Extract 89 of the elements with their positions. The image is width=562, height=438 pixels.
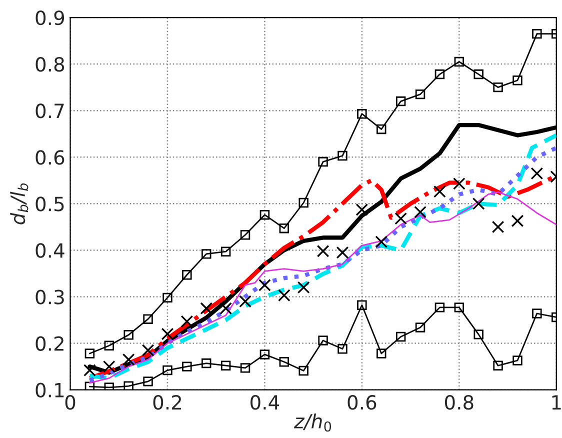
point (182, 362, 192, 372)
point (260, 350, 270, 360)
point (357, 108, 367, 119)
y-tick-label: 0.4 (36, 243, 64, 258)
point (415, 322, 426, 332)
point (124, 381, 134, 390)
point (258, 278, 271, 292)
y-tick-label: 0.8 (36, 57, 64, 72)
point (124, 330, 134, 340)
y-axis-title: d$_{b}$/l$_{b}$ (10, 183, 28, 224)
point (278, 289, 290, 302)
point (492, 220, 504, 234)
point (356, 204, 368, 216)
y-tick-label: 0.6 (36, 150, 64, 165)
point (102, 360, 116, 373)
point (220, 360, 231, 370)
point (396, 332, 406, 342)
point (316, 244, 330, 258)
point (414, 206, 426, 218)
point (143, 376, 153, 386)
point (415, 89, 426, 100)
point (162, 365, 172, 376)
y-tick-label: 0.9 (36, 10, 64, 26)
point (532, 28, 542, 39)
point (143, 314, 153, 324)
x-tick-label: 0.2 (153, 395, 181, 410)
point (511, 214, 524, 228)
point (512, 356, 522, 366)
x-tick-label: 1 (552, 395, 561, 410)
point (180, 315, 194, 328)
point (338, 150, 348, 161)
point (376, 348, 386, 358)
y-tick-label: 0.5 (36, 196, 64, 212)
x-tick-label: 0 (65, 395, 76, 410)
point (298, 366, 308, 376)
point (240, 363, 250, 373)
point (298, 198, 308, 208)
y-tick-label: 0.1 (36, 382, 64, 398)
x-axis-title: z/h$_{0}$ (294, 413, 332, 432)
point (336, 246, 349, 259)
point (279, 357, 290, 367)
point (220, 246, 231, 256)
point (200, 302, 213, 315)
x-tick-label: 0.8 (444, 395, 474, 410)
point (220, 302, 232, 315)
point (84, 382, 95, 390)
point (434, 302, 445, 312)
point (297, 281, 310, 294)
point (493, 82, 503, 92)
point (493, 360, 503, 370)
point (394, 212, 408, 225)
point (104, 382, 114, 390)
point (433, 185, 446, 198)
point (376, 124, 386, 134)
point (318, 336, 328, 346)
point (357, 300, 367, 310)
point (240, 230, 250, 240)
point (532, 308, 542, 318)
point (472, 197, 485, 210)
point (202, 358, 212, 368)
y-tick-label: 0.7 (36, 104, 64, 118)
point (396, 96, 406, 106)
point (104, 340, 114, 350)
point (434, 69, 445, 80)
y-tick-label: 0.3 (36, 290, 64, 304)
y-tick-label: 0.2 (36, 336, 64, 351)
point (375, 236, 388, 248)
point (182, 270, 192, 280)
point (122, 353, 135, 366)
point (474, 330, 484, 340)
point (318, 156, 328, 167)
point (260, 210, 270, 220)
point (202, 249, 212, 259)
point (512, 75, 522, 86)
point (279, 223, 290, 234)
point (530, 167, 544, 180)
x-tick-label: 0.4 (250, 395, 280, 410)
point (162, 292, 172, 303)
point (239, 295, 252, 308)
x-tick-label: 0.6 (348, 395, 376, 410)
point (84, 348, 95, 358)
point (454, 302, 464, 312)
point (452, 177, 466, 190)
point (83, 364, 96, 376)
point (338, 344, 348, 354)
point (474, 69, 484, 80)
point (454, 56, 464, 67)
point (161, 328, 174, 340)
point (142, 344, 154, 356)
